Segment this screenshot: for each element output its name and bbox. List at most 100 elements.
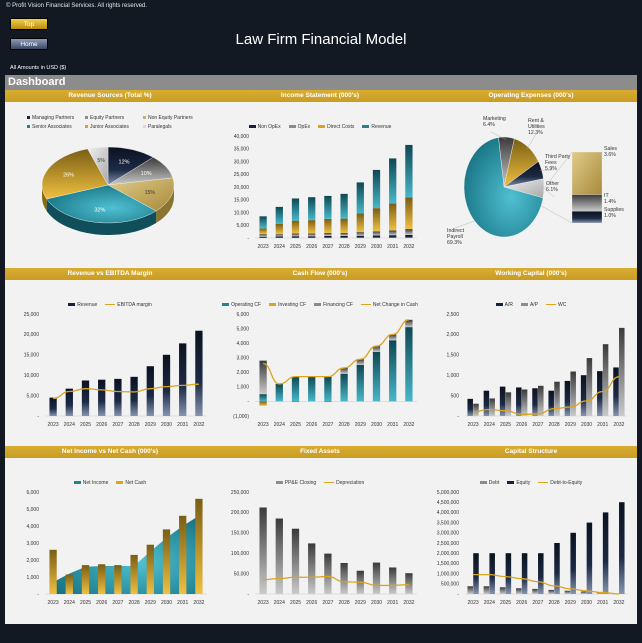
bar-debt (597, 592, 603, 594)
x-tick-label: 2030 (371, 600, 382, 606)
bar-direct-costs (308, 220, 316, 234)
x-tick-label: 2024 (64, 600, 75, 606)
x-tick-label: 2023 (468, 422, 479, 428)
legend-item: Net Income (73, 479, 108, 488)
legend-item: Revenue (362, 123, 391, 132)
bar-revenue (81, 380, 90, 416)
bar-equity (554, 543, 560, 594)
breakdown-segment (571, 211, 603, 224)
bar-a-p (538, 385, 544, 416)
legend-item: Direct Costs (318, 123, 354, 132)
x-tick-label: 2028 (549, 422, 560, 428)
pie-slice (46, 184, 157, 224)
x-tick-label: 2032 (193, 422, 204, 428)
bar-equity (538, 553, 544, 594)
x-tick-label: 2028 (339, 422, 350, 428)
legend-item: Financing CF (314, 301, 353, 310)
bar-opex (372, 231, 381, 236)
y-tick-label: 15,000 (24, 353, 40, 359)
bar-revenue (259, 216, 267, 229)
bar-operating-cf (405, 327, 413, 402)
legend-label: Operating CF (231, 302, 262, 308)
x-tick-label: 2030 (581, 422, 592, 428)
legend-item: Debt-to-Equity (538, 479, 582, 488)
bar-non-opex (340, 235, 348, 238)
legend-label: WC (558, 302, 567, 308)
bar-a-r (499, 386, 506, 416)
y-tick-label: 200,000 (231, 510, 249, 516)
y-tick-label: - (247, 236, 249, 242)
bar-non-opex (389, 235, 397, 238)
legend-item: Net Change in Cash (360, 301, 418, 310)
x-tick-label: 2030 (581, 600, 592, 606)
breakdown-label: IT 1.4% (604, 193, 616, 205)
leader-line (454, 220, 475, 229)
legend-item: A/P (520, 301, 538, 310)
legend-label: PP&E Closing (284, 480, 317, 486)
bar-pp-e-closing (340, 562, 348, 594)
legend-label: Debt-to-Equity (550, 480, 583, 486)
bar-financing-cf (356, 359, 364, 365)
bar-investing-cf (259, 401, 267, 406)
home-button[interactable]: Home (10, 38, 48, 50)
y-tick-label: 2,000 (26, 558, 39, 564)
x-tick-label: 2031 (177, 422, 188, 428)
legend-item: Net Cash (116, 479, 146, 488)
label-name-line: Rent & (528, 118, 544, 124)
y-tick-label: 50,000 (234, 571, 250, 577)
bar-net-cash (179, 515, 187, 594)
breakdown-segment (571, 194, 603, 212)
x-tick-label: 2026 (96, 600, 107, 606)
bar-revenue (372, 169, 381, 209)
bar-operating-cf (340, 373, 348, 402)
x-tick-label: 2027 (532, 600, 543, 606)
bar-equity (570, 532, 576, 594)
bar-pp-e-closing (372, 562, 381, 594)
bar-equity (586, 522, 593, 594)
legend-label: Senior Associates (32, 124, 72, 130)
chart-revenue-vs-ebitda-margin: - 5,000 10,000 15,000 20,000 25,000 2023 2024 20… (24, 312, 207, 428)
series-line-wc (473, 376, 620, 416)
x-tick-label: 2028 (339, 244, 350, 250)
bar-operating-cf (259, 394, 267, 402)
chart-revenue-sources-total: 12% 10% 15% 32% 26% 5% (41, 146, 175, 235)
panel-title: Revenue Sources (Total %) (5, 90, 215, 102)
x-tick-label: 2025 (500, 600, 511, 606)
bar-net-cash (195, 498, 203, 594)
series-area-net-income (53, 515, 199, 594)
y-tick-label: 15,000 (234, 198, 250, 204)
legend-swatch (275, 481, 283, 485)
panel-net-income-vs-net-cash-000-s: Net Income vs Net Cash (000's) - 1,000 2,00… (5, 446, 215, 624)
y-tick-label: 20,000 (24, 332, 40, 338)
x-tick-label: 2032 (613, 600, 624, 606)
x-tick-label: 2032 (193, 600, 204, 606)
legend-swatch (314, 303, 322, 307)
top-button[interactable]: Top (10, 18, 48, 30)
y-tick-label: 6,000 (236, 312, 249, 318)
x-tick-label: 2025 (290, 244, 301, 250)
legend-label: Net Change in Cash (372, 302, 418, 308)
panel-title: Operating Expenses (000's) (425, 90, 637, 102)
legend-item: PP&E Closing (275, 479, 317, 488)
x-tick-label: 2031 (597, 600, 608, 606)
bar-direct-costs (259, 228, 267, 235)
bar-direct-costs (372, 208, 381, 232)
bar-revenue (275, 206, 283, 224)
x-tick-label: 2023 (258, 244, 269, 250)
y-tick-label: 5,000 (236, 326, 249, 332)
chart-legend: Managing Partners Equity Partners Non Equi… (5, 114, 215, 132)
legend-label: Revenue (371, 124, 392, 130)
bar-revenue (146, 366, 154, 416)
y-tick-label: 5,000 (26, 393, 39, 399)
pie-slice-side (46, 198, 157, 235)
chart-legend: Debt Equity Debt-to-Equity (425, 479, 637, 488)
bar-direct-costs (405, 197, 413, 230)
pie-slice-label: Marketing 6.4% (483, 116, 506, 128)
legend-swatch (288, 125, 296, 129)
bar-net-cash (65, 574, 73, 594)
y-tick-label: 10,000 (24, 373, 40, 379)
x-tick-label: 2030 (161, 600, 172, 606)
breakdown-segment (571, 151, 603, 195)
bar-non-opex (275, 236, 283, 238)
panel-title: Revenue vs EBITDA Margin (5, 268, 215, 280)
